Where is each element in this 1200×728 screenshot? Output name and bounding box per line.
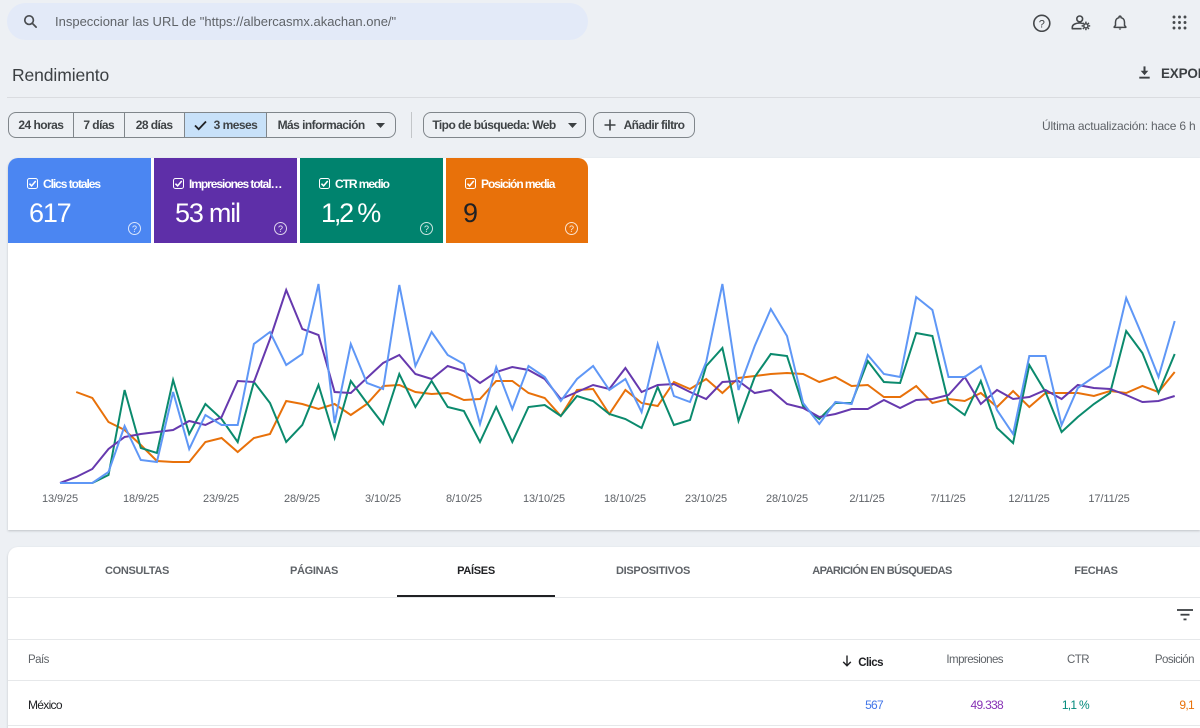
svg-text:?: ? bbox=[1039, 18, 1045, 30]
